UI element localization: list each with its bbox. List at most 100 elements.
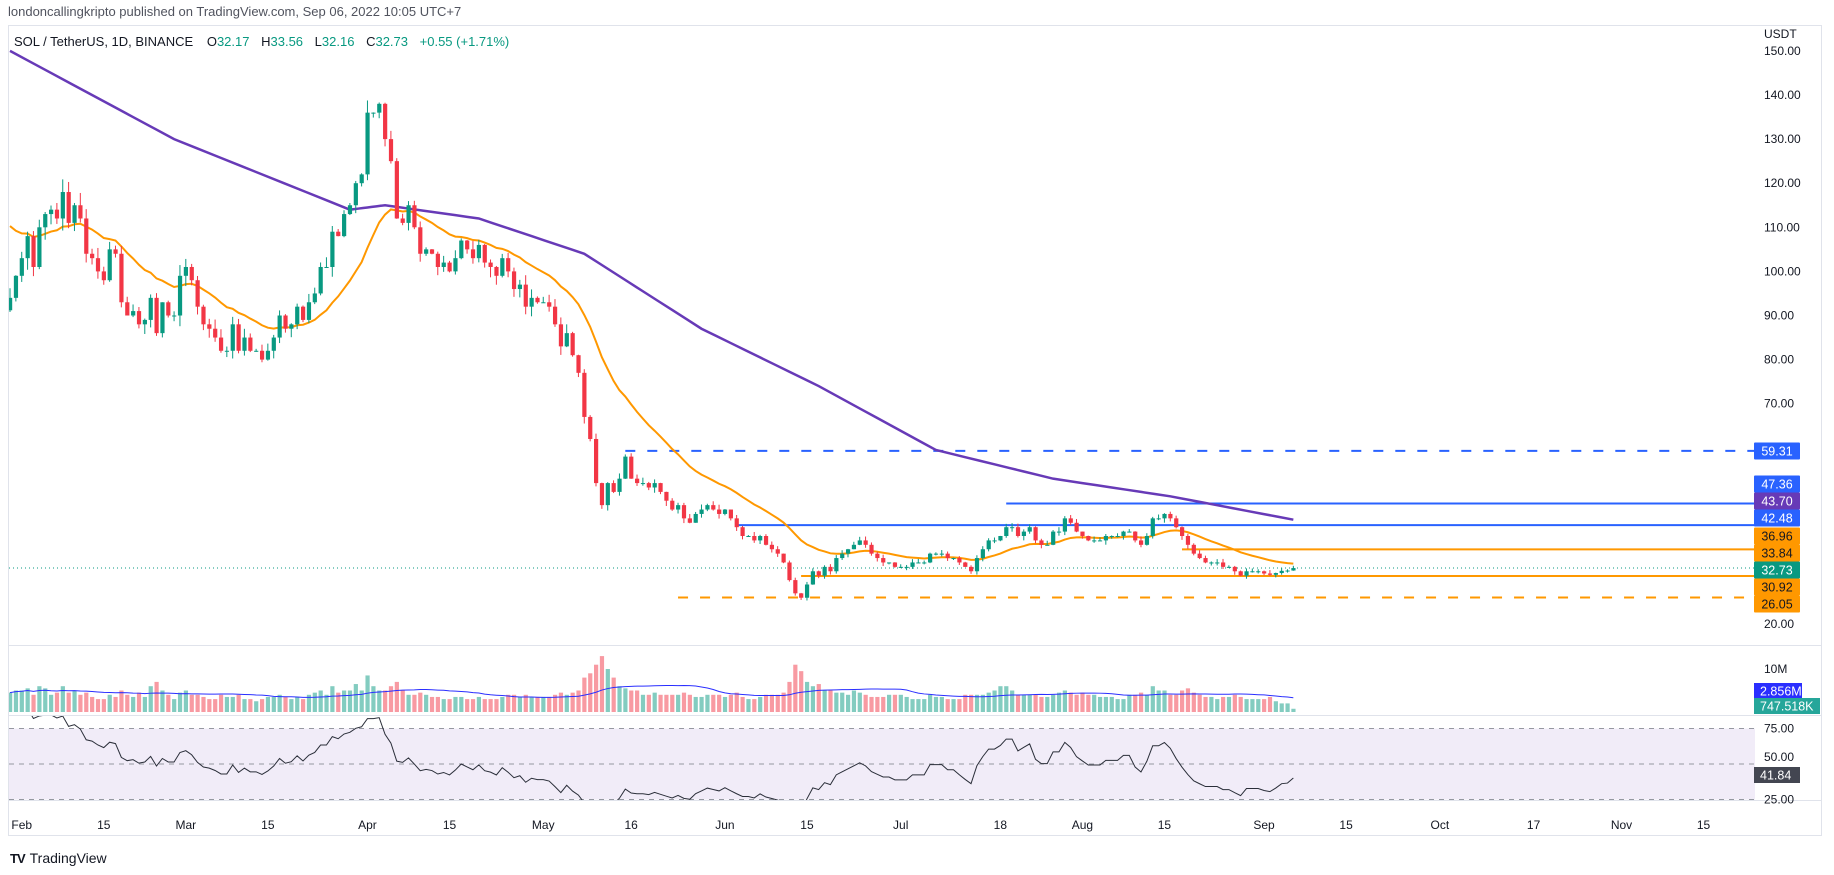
candle-body <box>511 271 517 290</box>
candle <box>277 310 282 344</box>
volume-bar <box>822 690 827 712</box>
volume-bar <box>529 696 534 712</box>
volume-bar <box>758 696 763 712</box>
candle-body <box>623 456 628 479</box>
candle <box>1080 531 1085 539</box>
candle-body <box>1121 531 1126 536</box>
candle-body <box>629 456 634 479</box>
volume-bar <box>101 699 106 712</box>
volume-tag-bg <box>1754 698 1820 714</box>
candle <box>347 203 353 216</box>
price-tick-label: 100.00 <box>1764 264 1801 278</box>
volume-bar <box>611 677 616 712</box>
candle <box>904 564 909 571</box>
candle-body <box>435 253 440 267</box>
candle-body <box>969 566 974 572</box>
price-tag-bg <box>1754 509 1800 527</box>
volume-bar <box>476 696 481 712</box>
volume-bar <box>1185 688 1191 712</box>
candle-body <box>142 319 147 325</box>
candle <box>552 299 558 327</box>
volume-bar <box>277 694 282 712</box>
candle <box>201 304 206 331</box>
volume-bar <box>746 699 751 712</box>
price-axis[interactable]: USDT 150.00 140.00 130.00 120.00 110.00 100.0… <box>1764 27 1801 807</box>
price-tag-label: 33.84 <box>1761 547 1792 561</box>
volume-bar <box>406 694 411 712</box>
volume-bar <box>763 694 769 712</box>
candle <box>353 180 358 214</box>
candle <box>412 200 417 230</box>
time-axis[interactable]: Feb 15 Mar 15 Apr 15 May 16 Jun 15 Jul 18 Aug 15 Sep 15… <box>11 818 1710 832</box>
candle-body <box>1285 570 1290 572</box>
price-tick-label: 70.00 <box>1764 397 1794 411</box>
volume-bar <box>992 690 997 712</box>
candle <box>845 548 851 558</box>
volume-bar <box>142 696 147 712</box>
candle <box>359 173 364 187</box>
candle <box>728 509 733 521</box>
candle <box>1039 538 1044 549</box>
candle <box>605 482 610 511</box>
candle-body <box>1232 566 1237 572</box>
volume-bar <box>1267 696 1273 712</box>
candle-body <box>324 266 329 268</box>
candle-body <box>207 324 212 329</box>
volume-bar <box>388 686 394 712</box>
candle <box>869 542 874 556</box>
candle <box>851 541 857 550</box>
candle <box>230 316 235 359</box>
volume-bar <box>1133 694 1138 712</box>
volume-bar <box>552 694 558 712</box>
rsi-line <box>31 716 1294 800</box>
volume-bar <box>558 692 564 712</box>
horizontal-levels[interactable] <box>9 449 1755 599</box>
candle-body <box>1103 536 1109 541</box>
candle <box>617 473 622 496</box>
candle <box>365 100 370 181</box>
candle <box>594 433 599 487</box>
symbol-title[interactable]: SOL / TetherUS, 1D, BINANCE <box>14 34 194 49</box>
candle-body <box>265 350 271 360</box>
volume-bar <box>265 696 271 712</box>
candle-body <box>154 297 159 334</box>
tradingview-logo[interactable]: TV TradingView <box>10 850 107 866</box>
chart-frame <box>8 25 1822 836</box>
candle <box>623 454 628 479</box>
slow-ma-line <box>9 49 1294 521</box>
candle-body <box>254 350 259 352</box>
candle-body <box>1215 562 1220 564</box>
volume-bar <box>875 696 880 712</box>
volume-bar <box>43 688 48 712</box>
volume-bar <box>1156 690 1161 712</box>
candle-body <box>1197 553 1202 559</box>
candle-body <box>1168 513 1173 519</box>
candle <box>863 536 868 548</box>
candle-body <box>957 558 962 563</box>
candle-body <box>418 227 423 254</box>
date-tick-label: Feb <box>11 818 32 832</box>
candle <box>787 560 792 582</box>
price-tag-bg <box>1754 475 1800 493</box>
rsi-band <box>9 728 1755 800</box>
volume-bar <box>594 664 599 712</box>
volume-bar <box>1004 686 1009 712</box>
candle-body <box>646 483 651 488</box>
volume-bar <box>31 694 36 712</box>
price-tag-bg <box>1754 578 1800 596</box>
candle <box>511 267 517 297</box>
candle-body <box>910 562 915 567</box>
candle-body <box>769 544 774 550</box>
candle <box>810 568 816 585</box>
candle-body <box>640 483 646 485</box>
date-tick-label: 15 <box>800 818 814 832</box>
price-tag-bg <box>1754 561 1800 579</box>
candle-body <box>1021 531 1026 536</box>
volume-bar <box>271 696 276 712</box>
volume-bar <box>9 692 13 712</box>
candle-body <box>570 333 575 356</box>
candle <box>31 231 36 277</box>
volume-bar <box>1279 703 1284 712</box>
volume-ma-tag-label: 2.856M <box>1760 685 1802 699</box>
